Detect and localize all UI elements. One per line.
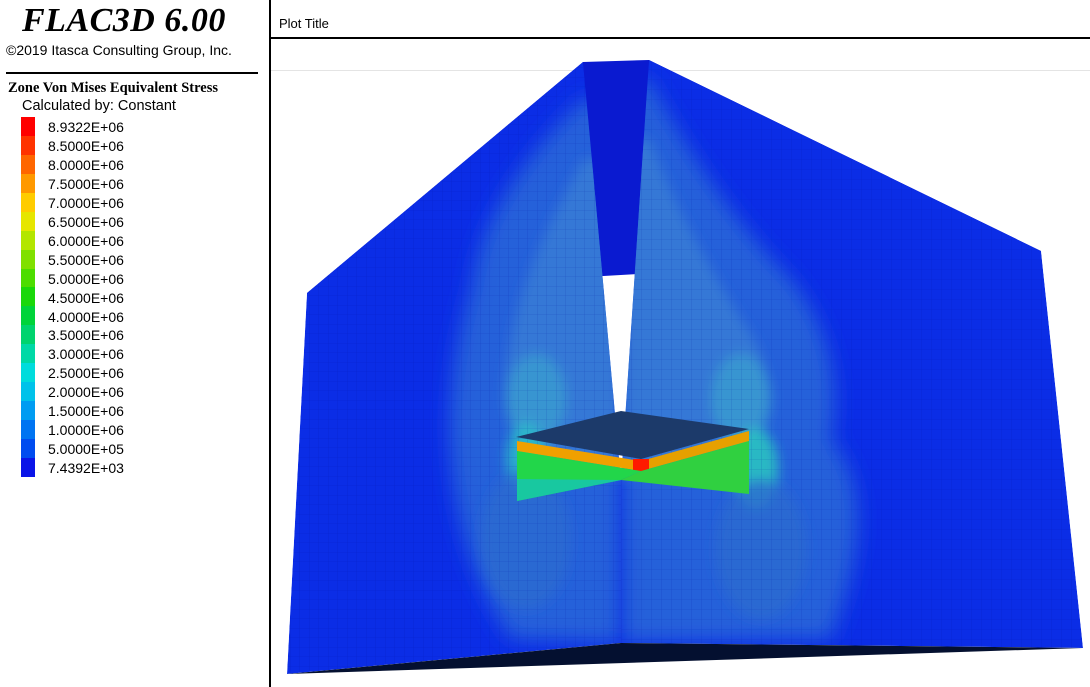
color-scale-swatch	[21, 287, 35, 307]
plot-subtitle-rule	[271, 70, 1090, 71]
color-scale-swatch	[21, 173, 35, 193]
color-scale-label: 8.5000E+06	[48, 137, 124, 154]
legend-panel: FLAC3D 6.00 ©2019 Itasca Consulting Grou…	[0, 0, 269, 687]
model-bottom-face	[287, 643, 1083, 674]
color-scale-swatch	[21, 306, 35, 326]
color-scale-label: 7.4392E+03	[48, 460, 124, 477]
color-scale-label: 7.5000E+06	[48, 175, 124, 192]
color-scale-swatch	[21, 117, 35, 136]
color-scale-label: 5.0000E+06	[48, 270, 124, 287]
excavation-roof	[516, 411, 749, 459]
color-scale-label: 2.5000E+06	[48, 365, 124, 382]
panel-divider	[269, 0, 271, 687]
color-scale-label: 8.0000E+06	[48, 156, 124, 173]
excavation-left-wall-lower	[517, 479, 621, 501]
color-scale-swatch	[21, 344, 35, 364]
model-right-face	[621, 60, 1083, 648]
color-scale-bar	[21, 117, 35, 477]
color-scale-label: 2.0000E+06	[48, 384, 124, 401]
color-scale-label: 8.9322E+06	[48, 119, 124, 135]
legend-divider	[6, 72, 258, 74]
color-scale-label: 5.0000E+05	[48, 441, 124, 458]
color-scale-swatch	[21, 457, 35, 477]
model-left-face	[287, 62, 621, 674]
color-scale-label: 6.5000E+06	[48, 213, 124, 230]
color-scale-label: 4.5000E+06	[48, 289, 124, 306]
color-scale-label: 4.0000E+06	[48, 308, 124, 325]
color-scale-swatch	[21, 325, 35, 345]
color-scale-label: 1.5000E+06	[48, 403, 124, 420]
plot-title-rule	[271, 37, 1090, 39]
copyright-text: ©2019 Itasca Consulting Group, Inc.	[6, 42, 232, 58]
color-scale-swatch	[21, 382, 35, 402]
color-scale-swatch	[21, 135, 35, 155]
color-scale-label: 3.5000E+06	[48, 327, 124, 344]
plot-title[interactable]: Plot Title	[279, 16, 329, 31]
color-scale-label: 1.0000E+06	[48, 422, 124, 439]
app-title: FLAC3D 6.00	[22, 2, 226, 39]
color-scale-label: 3.0000E+06	[48, 346, 124, 363]
color-scale-swatch	[21, 249, 35, 269]
excavation-right-wall-top	[641, 431, 749, 471]
legend-calculated-by: Calculated by: Constant	[22, 98, 176, 114]
excavation-left-wall-top	[517, 441, 641, 471]
color-scale-swatch	[21, 401, 35, 420]
model-view-3d[interactable]	[271, 39, 1090, 687]
color-scale-swatch	[21, 211, 35, 231]
color-scale-swatch	[21, 420, 35, 439]
excavation-corner-peak	[633, 459, 649, 471]
color-scale-label: 7.0000E+06	[48, 194, 124, 211]
color-scale-swatch	[21, 363, 35, 383]
color-scale-label: 6.0000E+06	[48, 232, 124, 249]
color-scale-swatch	[21, 230, 35, 250]
color-scale-swatch	[21, 268, 35, 288]
color-scale-swatch	[21, 438, 35, 458]
color-scale-swatch	[21, 154, 35, 174]
color-scale-swatch	[21, 192, 35, 212]
excavation-right-wall	[621, 441, 749, 494]
color-scale-label: 5.5000E+06	[48, 251, 124, 268]
legend-title: Zone Von Mises Equivalent Stress	[8, 80, 219, 96]
